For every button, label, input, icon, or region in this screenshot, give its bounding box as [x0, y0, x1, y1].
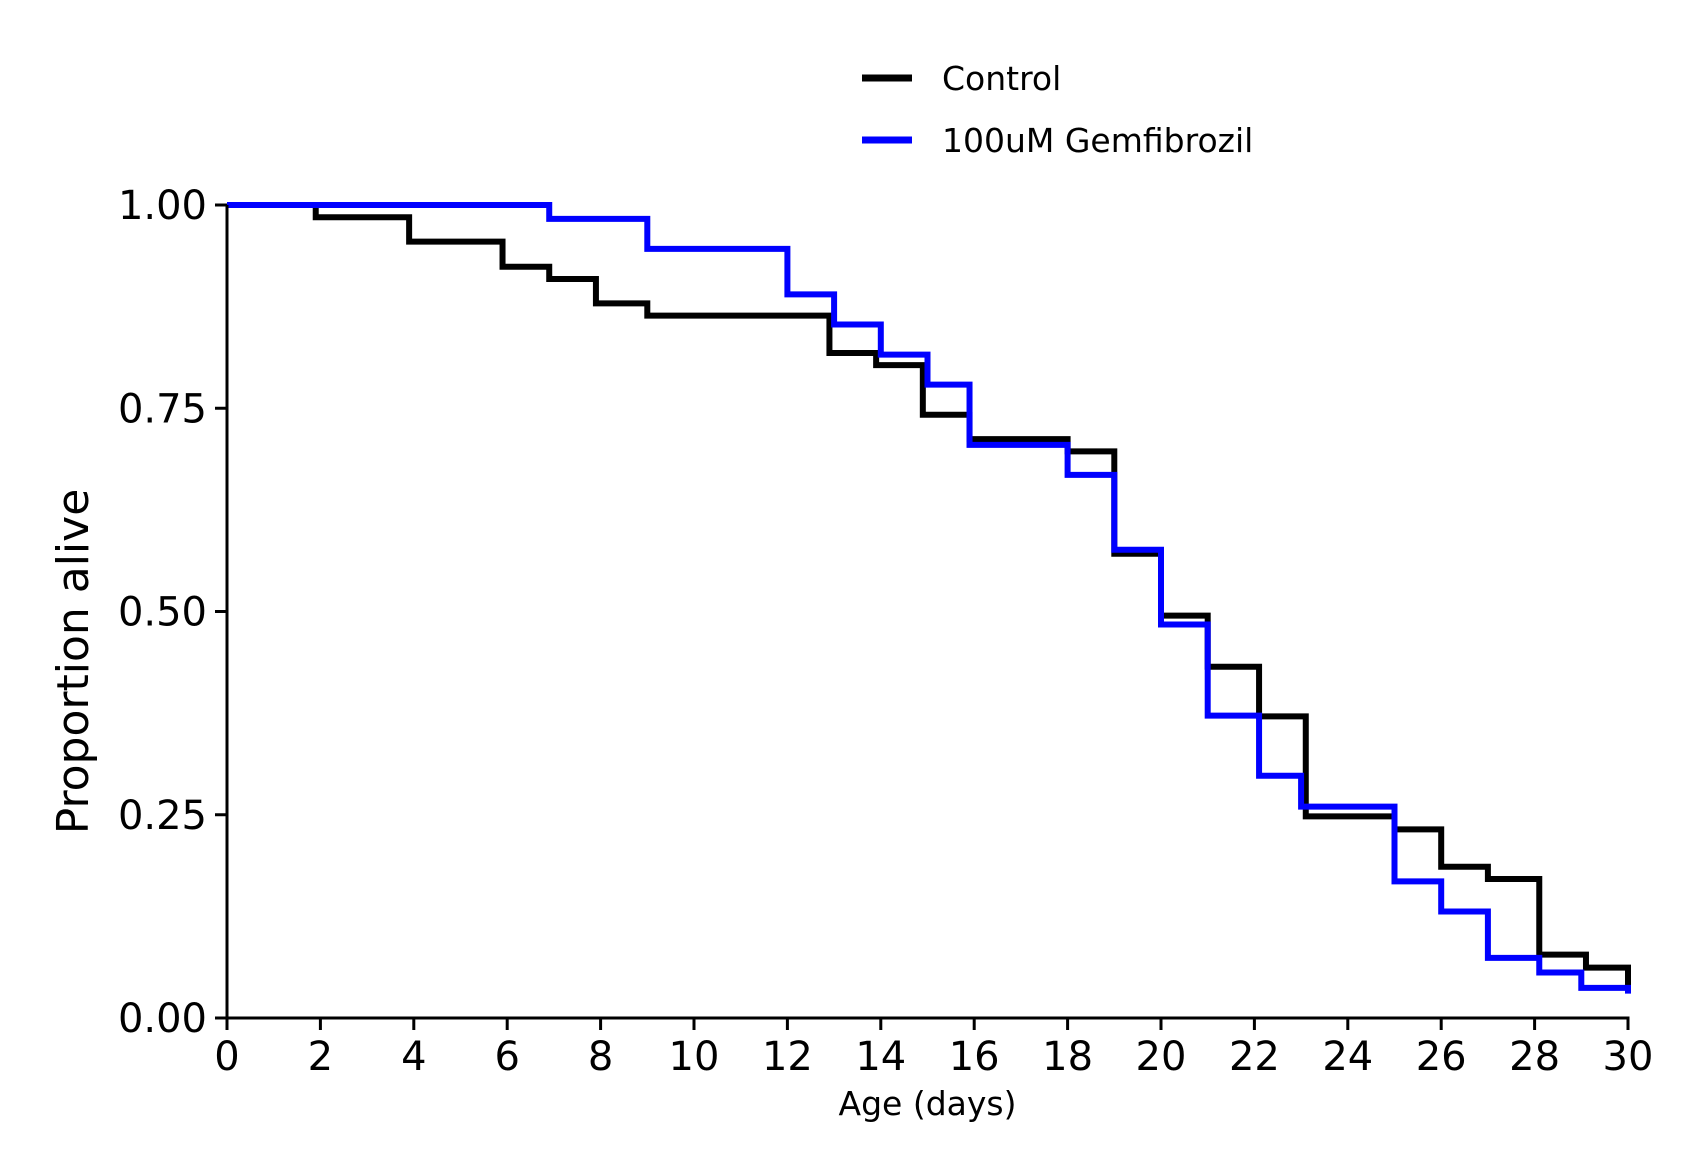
- series-line-gemfibrozil: [227, 202, 1631, 994]
- x-tick-label: 10: [669, 1034, 720, 1080]
- x-tick-label: 12: [762, 1034, 813, 1080]
- axes: [225, 205, 1630, 1020]
- x-tick-label: 24: [1322, 1034, 1373, 1080]
- x-tick-label: 0: [214, 1034, 239, 1080]
- x-tick-label: 28: [1509, 1034, 1560, 1080]
- x-tick-label: 2: [308, 1034, 333, 1080]
- y-tick-label: 0.00: [118, 996, 207, 1042]
- x-tick-label: 4: [401, 1034, 426, 1080]
- y-tick-label: 0.25: [118, 793, 207, 839]
- legend-label: Control: [942, 59, 1061, 98]
- y-tick-label: 0.75: [118, 386, 207, 432]
- x-ticks: 0 2 4 6 8 10 12 14 16 18 20 22 24 26 28 30: [214, 1018, 1653, 1080]
- x-tick-label: 26: [1416, 1034, 1467, 1080]
- series-line-control: [227, 202, 1631, 990]
- series-layer: [227, 202, 1631, 994]
- x-tick-label: 20: [1136, 1034, 1187, 1080]
- x-tick-label: 8: [588, 1034, 613, 1080]
- x-tick-label: 22: [1229, 1034, 1280, 1080]
- x-tick-label: 14: [855, 1034, 906, 1080]
- y-axis-title: Proportion alive: [48, 489, 99, 835]
- legend: Control 100uM Gemfibrozil: [862, 59, 1253, 160]
- y-tick-label: 1.00: [118, 183, 207, 229]
- x-tick-label: 18: [1042, 1034, 1093, 1080]
- x-tick-label: 16: [949, 1034, 1000, 1080]
- x-axis-title: Age (days): [839, 1084, 1017, 1123]
- y-ticks: 0.00 0.25 0.50 0.75 1.00: [118, 183, 227, 1042]
- y-tick-label: 0.50: [118, 590, 207, 636]
- legend-label: 100uM Gemfibrozil: [942, 121, 1253, 160]
- x-tick-label: 30: [1603, 1034, 1654, 1080]
- x-tick-label: 6: [494, 1034, 519, 1080]
